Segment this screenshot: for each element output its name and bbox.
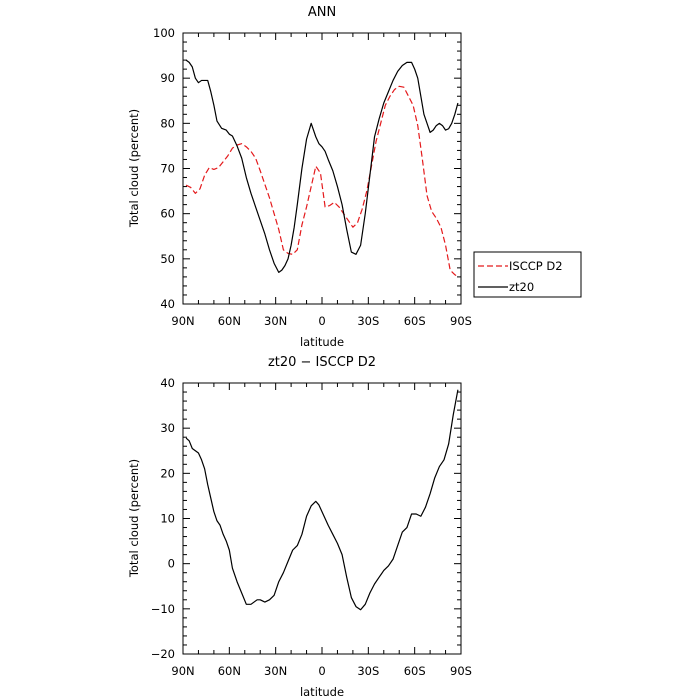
bottom-x-tick-label-4: 30S <box>357 664 379 678</box>
bottom-y-tick-label-2: 0 <box>168 557 175 571</box>
top-x-tick-label-2: 30N <box>264 314 287 328</box>
top-y-axis-label: Total cloud (percent) <box>127 109 141 228</box>
bottom-plot-frame <box>182 382 462 655</box>
top-x-tick-label-1: 60N <box>218 314 241 328</box>
bottom-y-tick-label-4: 20 <box>160 466 175 480</box>
top-plot-frame <box>182 32 462 305</box>
bottom-x-tick-label-1: 60N <box>218 664 241 678</box>
top-x-tick-label-6: 90S <box>450 314 472 328</box>
bottom-y-axis-label: Total cloud (percent) <box>127 459 141 578</box>
top-y-tick-label-3: 70 <box>160 162 175 176</box>
top-x-axis-label: latitude <box>300 335 344 349</box>
bottom-x-ticks: 90N 60N 30N 0 30S 60S 90S <box>171 383 472 678</box>
bottom-panel: zt20 − ISCCP D2 90N 60N 30N 0 30S 60S 90S −20−… <box>127 355 472 699</box>
bottom-x-tick-label-3: 0 <box>318 664 325 678</box>
top-y-tick-label-2: 60 <box>160 207 175 221</box>
legend-label-zt20: zt20 <box>509 280 534 294</box>
top-series-line-1 <box>185 59 459 273</box>
top-x-tick-label-5: 60S <box>404 314 426 328</box>
bottom-y-tick-label-0: −20 <box>151 647 175 661</box>
bottom-panel-title: zt20 − ISCCP D2 <box>268 355 376 370</box>
bottom-x-axis-label: latitude <box>300 685 344 699</box>
top-x-ticks: 90N 60N 30N 0 30S 60S 90S <box>171 33 472 328</box>
top-y-tick-label-1: 50 <box>160 252 175 266</box>
top-x-tick-label-3: 0 <box>318 314 325 328</box>
bottom-y-tick-label-3: 10 <box>160 512 175 526</box>
bottom-y-ticks: −20 −10 0 10 20 30 40 <box>151 376 461 661</box>
legend: ISCCP D2 zt20 <box>473 251 582 298</box>
bottom-series-layer <box>185 389 459 611</box>
top-y-tick-label-6: 100 <box>153 26 175 40</box>
top-series-line-0 <box>185 85 459 278</box>
top-y-tick-label-5: 90 <box>160 71 175 85</box>
bottom-x-tick-label-5: 60S <box>404 664 426 678</box>
bottom-x-tick-label-6: 90S <box>450 664 472 678</box>
top-y-ticks: 40 50 60 70 80 90 100 <box>153 26 461 311</box>
top-panel: ANN 90N 60N 30N 0 30S 60S 90S 405060708090100 … <box>127 5 582 349</box>
legend-box <box>473 251 582 298</box>
top-y-tick-label-4: 80 <box>160 116 175 130</box>
bottom-x-tick-label-0: 90N <box>171 664 194 678</box>
bottom-y-tick-label-1: −10 <box>151 602 175 616</box>
top-y-tick-label-0: 40 <box>160 297 175 311</box>
bottom-series-line-0 <box>185 389 459 611</box>
top-series-layer <box>185 59 459 278</box>
top-x-tick-label-0: 90N <box>171 314 194 328</box>
top-x-tick-label-4: 30S <box>357 314 379 328</box>
bottom-x-tick-label-2: 30N <box>264 664 287 678</box>
legend-label-isccp: ISCCP D2 <box>509 259 563 273</box>
top-panel-title: ANN <box>308 5 336 20</box>
bottom-y-tick-label-6: 40 <box>160 376 175 390</box>
bottom-y-tick-label-5: 30 <box>160 421 175 435</box>
